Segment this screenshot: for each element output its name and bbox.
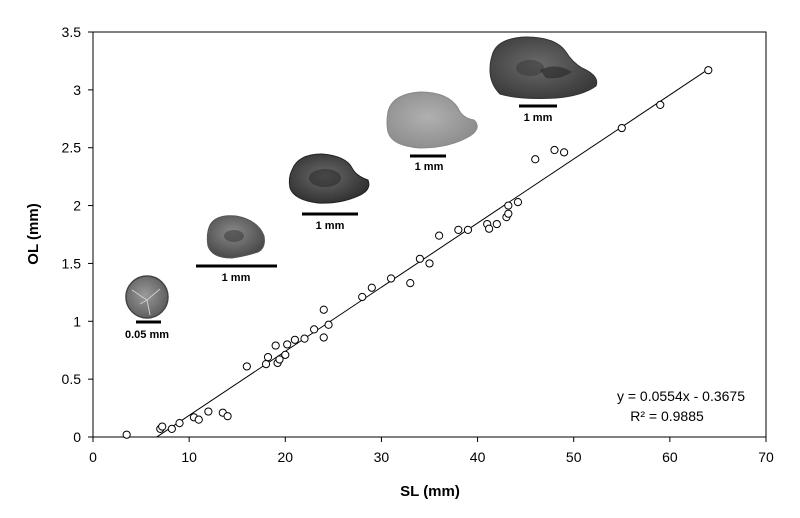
otolith-image-1: 0.05 mm (125, 275, 169, 341)
otolith-image-2: 1 mm (196, 215, 277, 284)
data-point (283, 340, 292, 349)
otolith-image-5: 1 mm (489, 36, 598, 124)
data-point (358, 292, 367, 302)
svg-text:1 mm: 1 mm (222, 272, 251, 284)
data-point (485, 224, 494, 233)
x-tick-label: 20 (277, 449, 293, 465)
data-point (319, 333, 328, 342)
data-point (300, 334, 309, 343)
y-tick-label: 0 (73, 429, 81, 445)
y-tick-label: 1.5 (62, 255, 82, 271)
data-point (319, 305, 328, 314)
otolith-image-4: 1 mm (386, 91, 478, 173)
axis-tick-labels: 0 10 20 30 40 50 60 70 0 0.5 1 1.5 2 2.5 3 3.5 (62, 24, 774, 465)
svg-text:1 mm: 1 mm (415, 161, 444, 173)
data-point (223, 412, 232, 421)
axis-ticks (88, 31, 767, 442)
data-point (290, 335, 299, 344)
x-tick-label: 50 (566, 449, 582, 465)
data-point (194, 415, 203, 424)
data-point (704, 66, 713, 75)
data-point (531, 155, 540, 164)
data-point (204, 407, 213, 416)
data-point (261, 360, 271, 369)
y-tick-label: 3 (73, 82, 81, 98)
data-point (122, 430, 131, 439)
data-point (175, 419, 184, 428)
r-squared-label: R² = 0.9885 (630, 408, 704, 424)
otolith-image-3: 1 mm (288, 153, 370, 232)
y-tick-label: 0.5 (62, 371, 82, 387)
data-point (656, 100, 665, 110)
x-tick-label: 0 (89, 449, 97, 465)
data-point (550, 145, 559, 155)
x-axis-title: SL (mm) (400, 483, 460, 500)
data-point (271, 341, 280, 350)
data-point (386, 274, 396, 283)
data-point (492, 219, 501, 229)
data-point (367, 283, 376, 292)
data-point (324, 320, 333, 329)
data-point (560, 148, 569, 157)
svg-text:1 mm: 1 mm (524, 112, 553, 124)
data-point (310, 325, 319, 334)
y-tick-label: 2.5 (62, 140, 82, 156)
data-point (504, 209, 513, 218)
x-tick-label: 40 (470, 449, 486, 465)
x-tick-label: 60 (662, 449, 678, 465)
x-tick-label: 30 (374, 449, 390, 465)
x-tick-label: 10 (181, 449, 197, 465)
data-point (435, 231, 444, 240)
data-point (281, 350, 290, 359)
data-point (275, 355, 284, 364)
svg-text:0.05 mm: 0.05 mm (125, 329, 169, 341)
y-tick-label: 2 (73, 198, 81, 214)
data-point (454, 225, 463, 234)
data-point (617, 123, 626, 133)
data-point (158, 422, 167, 431)
data-point (504, 201, 513, 210)
regression-equation: y = 0.0554x - 0.3675 (617, 388, 745, 404)
y-tick-label: 1 (73, 313, 81, 329)
data-point (513, 198, 523, 207)
data-points (122, 66, 713, 439)
y-tick-label: 3.5 (62, 24, 82, 40)
data-point (425, 259, 434, 268)
x-tick-label: 70 (758, 449, 774, 465)
data-point (242, 362, 251, 371)
y-axis-title: OL (mm) (25, 203, 42, 264)
data-point (263, 353, 273, 362)
data-point (167, 424, 176, 433)
plot-frame (92, 31, 767, 438)
data-point (406, 279, 415, 288)
data-point (415, 254, 424, 263)
svg-text:1 mm: 1 mm (316, 220, 345, 232)
data-point (463, 225, 473, 234)
